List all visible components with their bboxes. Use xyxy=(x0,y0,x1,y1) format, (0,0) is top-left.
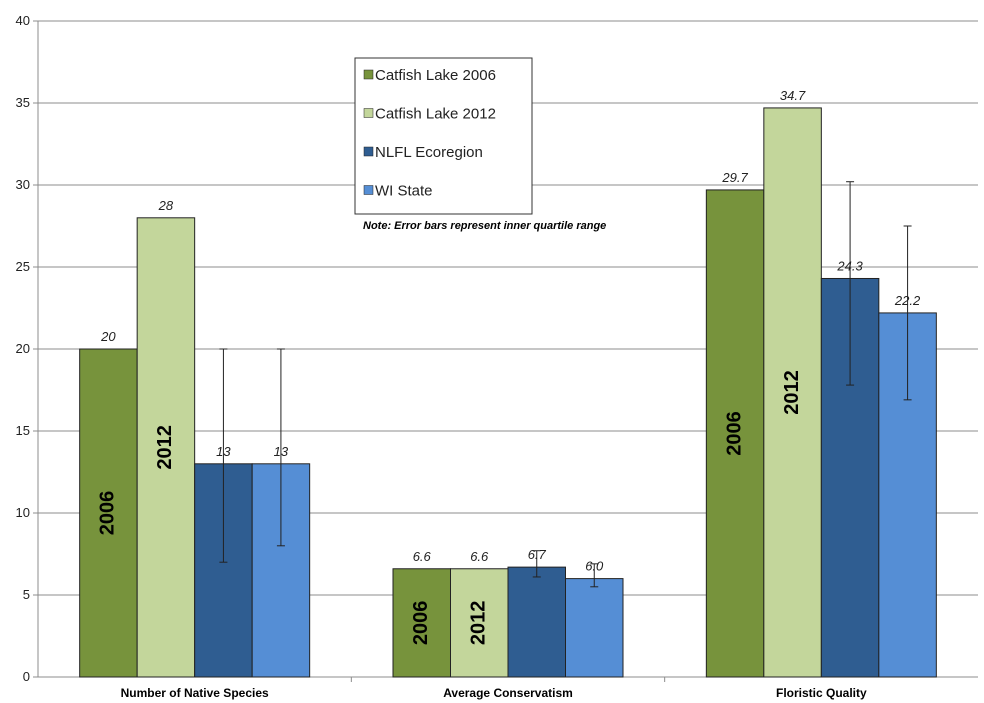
error-bars xyxy=(219,181,912,588)
legend-box xyxy=(354,57,533,215)
y-tick-label: 30 xyxy=(16,177,30,192)
legend-label: Catfish Lake 2012 xyxy=(375,106,496,123)
data-label: 13 xyxy=(274,444,289,459)
legend-label: Catfish Lake 2006 xyxy=(375,67,496,84)
x-category-label: Number of Native Species xyxy=(121,686,269,700)
legend-swatch xyxy=(363,69,374,80)
bar xyxy=(79,348,138,678)
y-tick-label: 10 xyxy=(16,505,30,520)
x-category-label: Average Conservatism xyxy=(443,686,573,700)
data-label: 34.7 xyxy=(780,88,806,103)
legend-swatch xyxy=(363,185,374,195)
chart-note: Note: Error bars represent inner quartil… xyxy=(363,220,606,232)
y-tick-label: 40 xyxy=(16,13,30,28)
bar-year-label: 2006 xyxy=(723,411,745,456)
bar-year-label: 2012 xyxy=(781,370,803,415)
legend-swatch xyxy=(363,108,374,118)
y-tick-label: 35 xyxy=(16,95,30,110)
bar-year-label: 2006 xyxy=(97,491,119,536)
legend: Catfish Lake 2006 Catfish Lake 2012 NLFL E… xyxy=(354,57,533,215)
bar xyxy=(705,189,765,678)
legend-swatch xyxy=(363,146,374,157)
data-label: 24.3 xyxy=(836,258,863,273)
bar xyxy=(136,217,196,678)
legend-label: NLFL Ecoregion xyxy=(375,144,483,161)
bars xyxy=(79,107,937,678)
data-label: 6.0 xyxy=(585,559,604,574)
bar-year-label: 2006 xyxy=(410,601,432,646)
bar xyxy=(763,107,822,678)
legend-label: WI State xyxy=(375,183,433,200)
x-category-label: Floristic Quality xyxy=(776,686,867,700)
y-tick-label: 20 xyxy=(16,341,30,356)
data-label: 6.6 xyxy=(470,549,489,564)
data-label: 22.2 xyxy=(894,293,921,308)
data-label: 6.7 xyxy=(528,547,547,562)
y-tick-label: 15 xyxy=(16,423,30,438)
bar-year-label: 2012 xyxy=(468,601,490,646)
y-tick-label: 5 xyxy=(23,587,30,602)
bar-year-label: 2012 xyxy=(154,425,176,470)
data-label: 28 xyxy=(158,198,174,213)
data-label: 20 xyxy=(100,329,116,344)
bar xyxy=(565,578,624,678)
data-label: 29.7 xyxy=(721,170,748,185)
data-label: 13 xyxy=(216,444,231,459)
data-label: 6.6 xyxy=(413,549,432,564)
bar xyxy=(507,566,566,678)
bar xyxy=(450,568,509,678)
y-tick-label: 0 xyxy=(23,669,30,684)
y-tick-label: 25 xyxy=(16,259,30,274)
bar xyxy=(392,568,451,678)
data-labels: 20 2006 28 2012 13 13 6.6 2006 6.6 2012 6.7 6.0 29.7… xyxy=(97,88,921,645)
